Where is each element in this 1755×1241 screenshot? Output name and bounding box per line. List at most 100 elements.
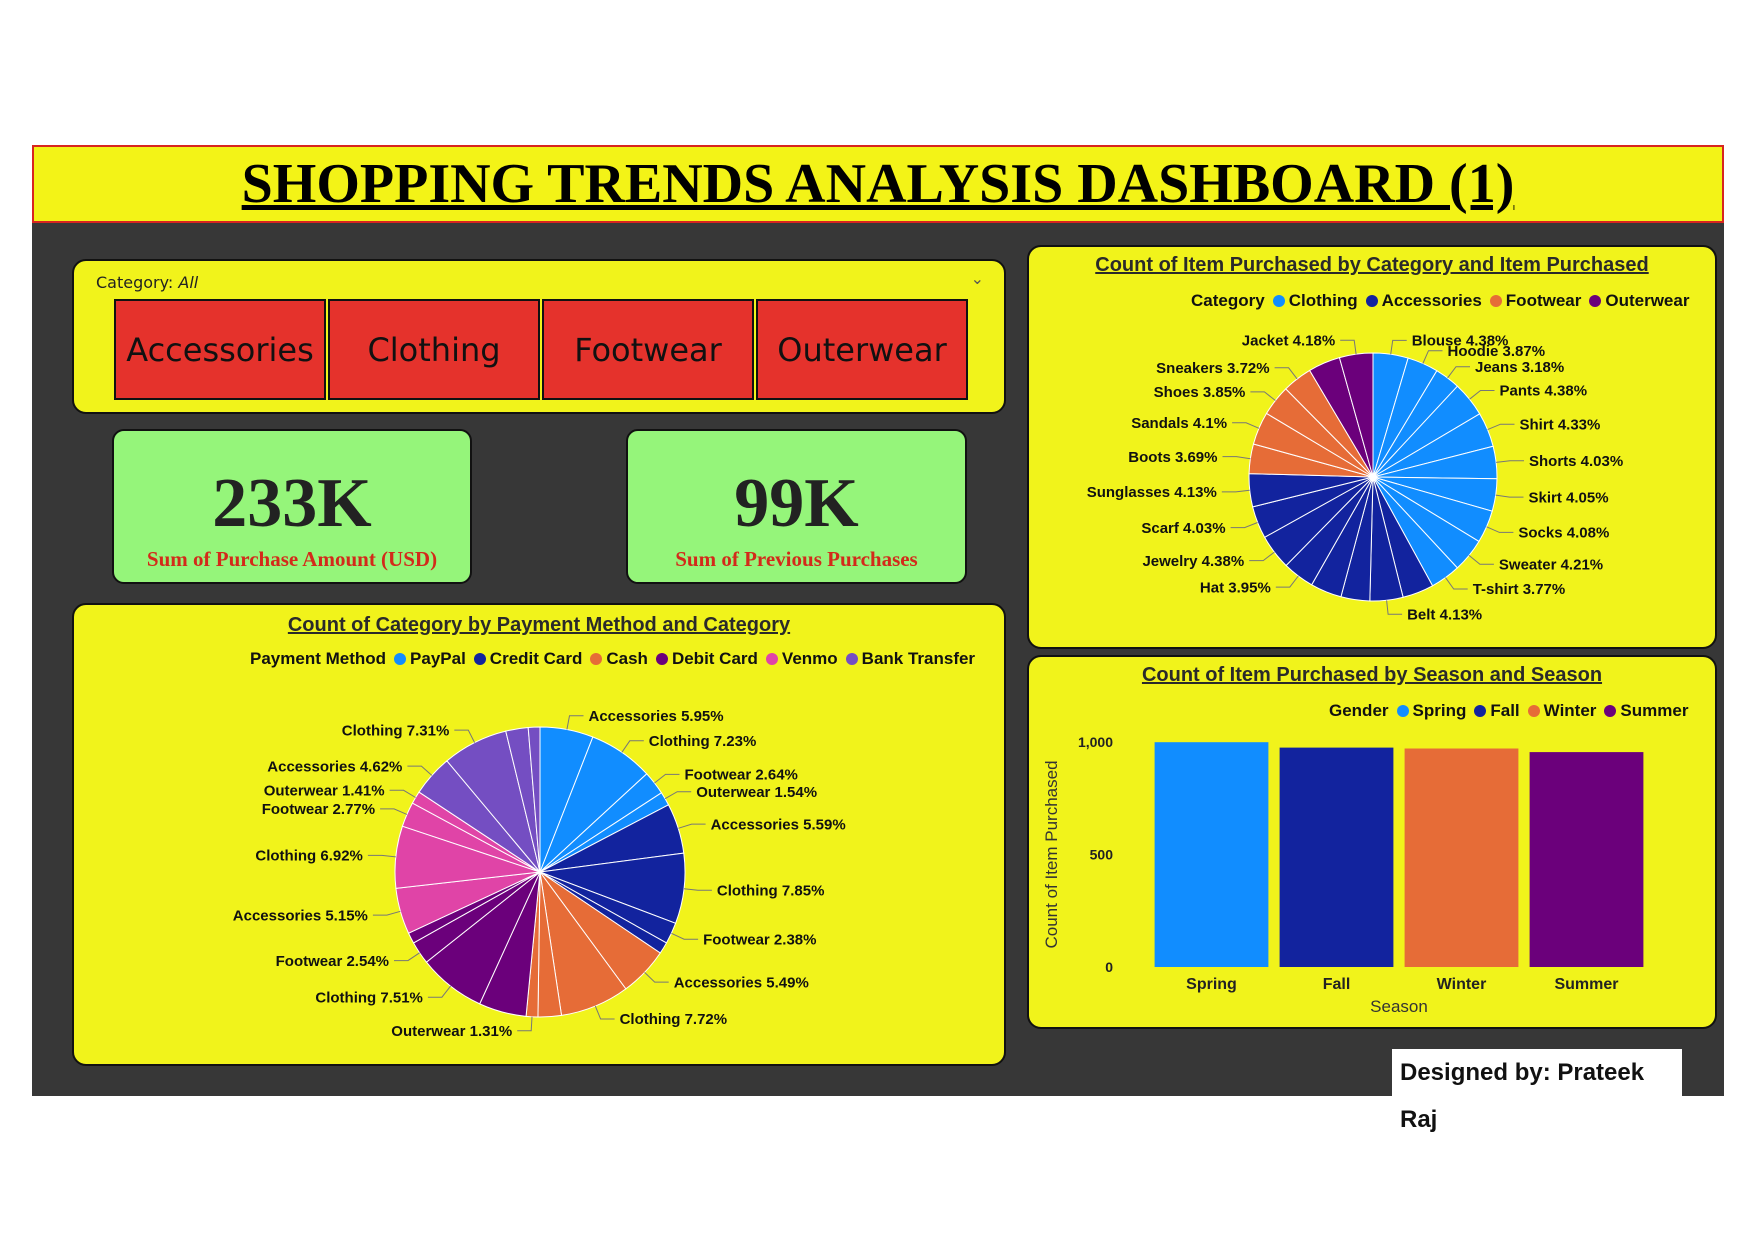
slicer-value: All <box>178 273 199 292</box>
data-label: Sweater 4.21% <box>1499 557 1603 574</box>
dashboard-title-bar: SHOPPING TRENDS ANALYSIS DASHBOARD (1) <box>32 145 1724 223</box>
slicer-button-accessories[interactable]: Accessories <box>114 299 326 400</box>
y-tick-label: 1,000 <box>1078 734 1113 750</box>
legend-label: Debit Card <box>671 649 758 668</box>
item-pie-chart[interactable]: Blouse 4.38%Hoodie 3.87%Jeans 3.18% Pants… <box>1029 317 1715 647</box>
legend-item-footwear[interactable]: Footwear <box>1489 291 1582 310</box>
y-tick-label: 500 <box>1090 847 1114 863</box>
data-label: Belt 4.13% <box>1407 606 1482 623</box>
legend-dot <box>765 653 778 665</box>
leader-line <box>1390 339 1407 355</box>
legend-item-debit-card[interactable]: Debit Card <box>655 649 758 668</box>
season-bar-panel[interactable]: Count of Item Purchased by Season and Se… <box>1027 655 1717 1029</box>
legend-item-outerwear[interactable]: Outerwear <box>1589 291 1689 310</box>
legend-label: PayPal <box>410 649 466 668</box>
bar-summer[interactable] <box>1529 752 1644 967</box>
legend-dot <box>394 653 407 665</box>
legend-dot <box>473 653 486 665</box>
x-tick-label: Spring <box>1186 976 1237 993</box>
x-axis-title: Season <box>1370 997 1428 1016</box>
leader-line <box>380 808 408 815</box>
leader-line <box>1468 555 1494 565</box>
leader-line <box>372 910 401 916</box>
payment-pie-chart[interactable]: Accessories 5.95% Clothing 7.23% Footwear … <box>74 683 1004 1063</box>
leader-line <box>394 952 420 962</box>
legend-item-clothing[interactable]: Clothing <box>1272 291 1358 310</box>
legend-dot <box>1474 705 1487 717</box>
data-label: Hat 3.95% <box>1200 579 1271 596</box>
legend-item-fall[interactable]: Fall <box>1474 701 1520 720</box>
legend-item-cash[interactable]: Cash <box>590 649 648 668</box>
item-pie-panel[interactable]: Count of Item Purchased by Category and … <box>1027 245 1717 649</box>
legend-label: Footwear <box>1505 291 1582 310</box>
legend-dot <box>1527 705 1540 717</box>
leader-line <box>1230 522 1258 529</box>
legend-dot <box>1604 705 1617 717</box>
chart-title: Count of Item Purchased by Category and … <box>1095 254 1649 276</box>
data-label: Shirt 4.33% <box>1520 417 1601 434</box>
data-label: Sunglasses 4.13% <box>1087 484 1217 501</box>
payment-pie-panel[interactable]: Count of Category by Payment Method and … <box>72 603 1006 1066</box>
chart-legend: Gender Spring Fall Winter Summer <box>1329 701 1688 721</box>
legend-dot <box>655 653 668 665</box>
leader-line <box>664 791 692 800</box>
data-label: Clothing 7.31% <box>342 722 450 739</box>
legend-item-paypal[interactable]: PayPal <box>394 649 466 668</box>
designer-credit: Designed by: Prateek Raj <box>1392 1049 1682 1133</box>
legend-label: Cash <box>606 649 648 668</box>
data-label: Footwear 2.64% <box>685 767 798 784</box>
leader-line <box>1496 460 1524 463</box>
legend-dot <box>845 653 858 665</box>
slicer-button-outerwear[interactable]: Outerwear <box>756 299 968 400</box>
legend-label: Clothing <box>1288 291 1358 310</box>
leader-line <box>644 972 669 983</box>
legend-label: Bank Transfer <box>861 649 976 668</box>
legend-label: Fall <box>1490 701 1520 720</box>
slicer-button-clothing[interactable]: Clothing <box>328 299 540 400</box>
legend-item-credit-card[interactable]: Credit Card <box>473 649 582 668</box>
data-label: Accessories 4.62% <box>267 758 402 775</box>
data-label: Accessories 5.49% <box>674 974 809 991</box>
slicer-label: Category: <box>96 273 174 292</box>
x-tick-label: Winter <box>1437 976 1487 993</box>
bar-winter[interactable] <box>1404 748 1519 968</box>
legend-label: Summer <box>1620 701 1689 720</box>
leader-line <box>621 740 644 753</box>
data-label: Jewelry 4.38% <box>1142 553 1244 570</box>
legend-item-bank-transfer[interactable]: Bank Transfer <box>845 649 976 668</box>
legend-item-accessories[interactable]: Accessories <box>1365 291 1482 310</box>
data-label: T-shirt 3.77% <box>1473 581 1566 598</box>
kpi-label: Sum of Previous Purchases <box>675 547 918 571</box>
season-bar-chart[interactable]: 0 500 1,000 Spring Fall Winter Summer Season Cou… <box>1029 727 1715 1027</box>
kpi-purchase-amount[interactable]: 233K Sum of Purchase Amount (USD) <box>112 429 472 584</box>
legend-dot <box>1272 295 1285 307</box>
leader-line <box>683 888 712 891</box>
chart-title: Count of Category by Payment Method and … <box>287 614 791 636</box>
chart-legend: Category Clothing Accessories Footwear Outer… <box>1191 291 1689 311</box>
legend-item-winter[interactable]: Winter <box>1527 701 1596 720</box>
kpi-previous-purchases[interactable]: 99K Sum of Previous Purchases <box>626 429 967 584</box>
legend-dot <box>1589 295 1602 307</box>
data-label: Socks 4.08% <box>1518 525 1609 542</box>
data-label: Clothing 7.72% <box>620 1011 728 1028</box>
kpi-label: Sum of Purchase Amount (USD) <box>146 547 438 571</box>
leader-line <box>517 1016 533 1032</box>
pie-slice-bank-transfer-outerwear[interactable] <box>527 726 541 873</box>
chevron-down-icon[interactable]: ⌄ <box>970 269 984 288</box>
data-label: Footwear 2.77% <box>262 801 375 818</box>
slicer-button-footwear[interactable]: Footwear <box>542 299 754 400</box>
data-label: Accessories 5.59% <box>711 816 846 833</box>
leader-line <box>389 789 416 798</box>
legend-item-summer[interactable]: Summer <box>1604 701 1688 720</box>
leader-line <box>1222 456 1251 460</box>
data-label: Scarf 4.03% <box>1141 520 1225 537</box>
data-label: Outerwear 1.54% <box>696 784 817 801</box>
bar-fall[interactable] <box>1279 747 1394 967</box>
legend-item-venmo[interactable]: Venmo <box>765 649 838 668</box>
bar-spring[interactable] <box>1154 742 1269 967</box>
legend-item-spring[interactable]: Spring <box>1396 701 1466 720</box>
data-label: Footwear 2.38% <box>703 932 816 949</box>
leader-line <box>454 729 476 743</box>
leader-line <box>427 985 451 998</box>
x-tick-label: Fall <box>1323 976 1351 993</box>
